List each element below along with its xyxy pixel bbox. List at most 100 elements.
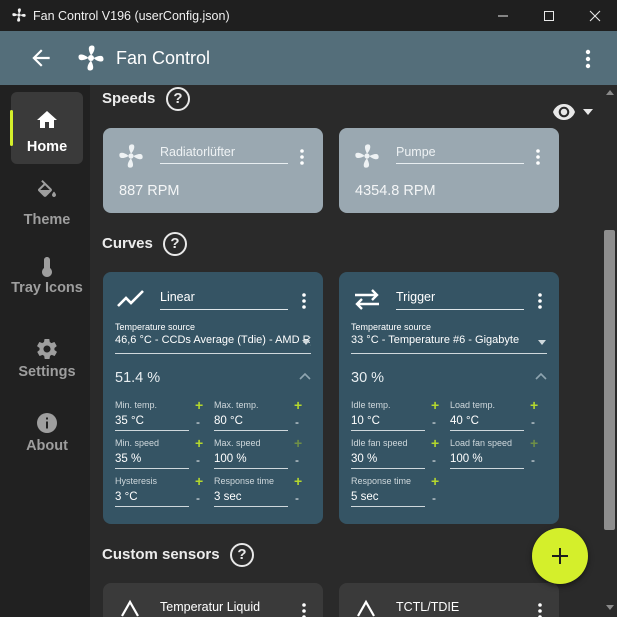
idle-fan-speed-field[interactable]: Idle fan speed 30 % + -	[351, 435, 440, 476]
increment-button[interactable]: +	[294, 473, 303, 489]
sidebar-item-about[interactable]: About	[11, 395, 83, 467]
max-speed-field[interactable]: Max. speed 100 % + -	[214, 435, 303, 476]
field-value[interactable]: 80 °C	[214, 415, 288, 431]
temperature-source-select[interactable]: 33 °C - Temperature #6 - Gigabyte	[351, 334, 547, 354]
decrement-button[interactable]: -	[196, 415, 200, 429]
chevron-down-icon[interactable]	[583, 109, 593, 115]
field-value[interactable]: 3 °C	[115, 491, 189, 507]
sensor-card[interactable]: TCTL/TDIE	[339, 583, 559, 617]
load-fan-speed-field[interactable]: Load fan speed 100 % + -	[450, 435, 539, 476]
decrement-button[interactable]: -	[295, 453, 299, 467]
decrement-button[interactable]: -	[432, 415, 436, 429]
field-value[interactable]: 30 %	[351, 453, 425, 469]
min-temp-field[interactable]: Min. temp. 35 °C + -	[115, 397, 204, 438]
field-label: Hysteresis	[115, 476, 158, 486]
increment-button[interactable]: +	[431, 473, 440, 489]
add-button[interactable]	[532, 528, 588, 584]
dropdown-arrow-icon[interactable]	[302, 340, 310, 345]
close-button[interactable]	[572, 0, 617, 31]
hysteresis-field[interactable]: Hysteresis 3 °C + -	[115, 473, 204, 514]
curve-name[interactable]: Trigger	[396, 290, 524, 310]
fan-icon	[355, 144, 379, 168]
field-value[interactable]: 100 %	[450, 453, 524, 469]
more-vert-icon[interactable]	[535, 148, 541, 166]
decrement-button[interactable]: -	[196, 453, 200, 467]
response-time-field[interactable]: Response time 3 sec + -	[214, 473, 303, 514]
decrement-button[interactable]: -	[196, 491, 200, 505]
field-label: Max. temp.	[214, 400, 259, 410]
decrement-button[interactable]: -	[432, 453, 436, 467]
chevron-up-icon[interactable]	[299, 371, 311, 381]
speed-name[interactable]: Pumpe	[396, 145, 524, 164]
field-value[interactable]: 100 %	[214, 453, 288, 469]
increment-button[interactable]: +	[195, 397, 204, 413]
max-temp-field[interactable]: Max. temp. 80 °C + -	[214, 397, 303, 438]
field-value[interactable]: 35 °C	[115, 415, 189, 431]
help-icon[interactable]: ?	[166, 87, 190, 111]
field-label: Load temp.	[450, 400, 496, 410]
more-vert-icon[interactable]	[537, 602, 543, 617]
plus-icon	[552, 548, 568, 564]
decrement-button[interactable]: -	[531, 453, 535, 467]
fan-logo-icon	[78, 45, 104, 71]
more-vert-icon[interactable]	[301, 292, 307, 310]
load-temp-field[interactable]: Load temp. 40 °C + -	[450, 397, 539, 438]
decrement-button[interactable]: -	[531, 415, 535, 429]
temperature-source-select[interactable]: 46,6 °C - CCDs Average (Tdie) - AMD Ryze…	[115, 334, 311, 354]
scroll-up-arrow-icon[interactable]	[606, 90, 614, 95]
sidebar-item-home[interactable]: Home	[10, 92, 83, 164]
decrement-button[interactable]: -	[295, 415, 299, 429]
more-vert-icon[interactable]	[578, 46, 598, 72]
increment-button[interactable]: +	[195, 473, 204, 489]
increment-button[interactable]: +	[530, 397, 539, 413]
maximize-button[interactable]	[526, 0, 572, 31]
sidebar-item-settings[interactable]: Settings	[11, 321, 83, 393]
more-vert-icon[interactable]	[301, 602, 307, 617]
speed-name[interactable]: Radiatorlüfter	[160, 145, 288, 164]
dropdown-arrow-icon[interactable]	[538, 340, 546, 345]
scroll-down-arrow-icon[interactable]	[606, 605, 614, 610]
help-icon[interactable]: ?	[230, 543, 254, 567]
more-vert-icon[interactable]	[299, 148, 305, 166]
increment-button[interactable]: +	[431, 435, 440, 451]
increment-button[interactable]: +	[530, 435, 539, 451]
field-value[interactable]: 40 °C	[450, 415, 524, 431]
help-icon[interactable]: ?	[163, 232, 187, 256]
scrollbar-thumb[interactable]	[604, 230, 615, 530]
min-speed-field[interactable]: Min. speed 35 % + -	[115, 435, 204, 476]
decrement-button[interactable]: -	[295, 491, 299, 505]
idle-temp-field[interactable]: Idle temp. 10 °C + -	[351, 397, 440, 438]
field-value[interactable]: 10 °C	[351, 415, 425, 431]
response-time-field[interactable]: Response time 5 sec + -	[351, 473, 440, 514]
more-vert-icon[interactable]	[537, 292, 543, 310]
field-value[interactable]: 35 %	[115, 453, 189, 469]
curve-name[interactable]: Linear	[160, 290, 288, 310]
eye-icon[interactable]	[552, 103, 576, 121]
app-header: Fan Control	[0, 31, 617, 85]
back-arrow-icon[interactable]	[28, 45, 54, 71]
sidebar-item-theme[interactable]: Theme	[11, 164, 83, 236]
sidebar-item-tray-icons[interactable]: Tray Icons	[11, 239, 83, 315]
info-icon	[37, 413, 57, 433]
scrollbar[interactable]	[602, 85, 617, 617]
increment-button[interactable]: +	[294, 435, 303, 451]
speed-card[interactable]: Radiatorlüfter 887 RPM	[103, 128, 323, 213]
sensor-card[interactable]: Temperatur Liquid	[103, 583, 323, 617]
triangle-icon	[357, 599, 375, 617]
speed-card[interactable]: Pumpe 4354.8 RPM	[339, 128, 559, 213]
field-value[interactable]: 5 sec	[351, 491, 425, 507]
increment-button[interactable]: +	[431, 397, 440, 413]
increment-button[interactable]: +	[294, 397, 303, 413]
speed-rpm: 887 RPM	[119, 183, 180, 199]
sensor-name[interactable]: TCTL/TDIE	[396, 600, 460, 614]
close-icon	[589, 10, 601, 21]
minimize-button[interactable]	[480, 0, 526, 31]
maximize-icon	[544, 10, 554, 21]
chevron-up-icon[interactable]	[535, 371, 547, 381]
field-value[interactable]: 3 sec	[214, 491, 288, 507]
field-label: Idle temp.	[351, 400, 391, 410]
increment-button[interactable]: +	[195, 435, 204, 451]
sensor-name[interactable]: Temperatur Liquid	[160, 600, 261, 614]
decrement-button[interactable]: -	[432, 491, 436, 505]
